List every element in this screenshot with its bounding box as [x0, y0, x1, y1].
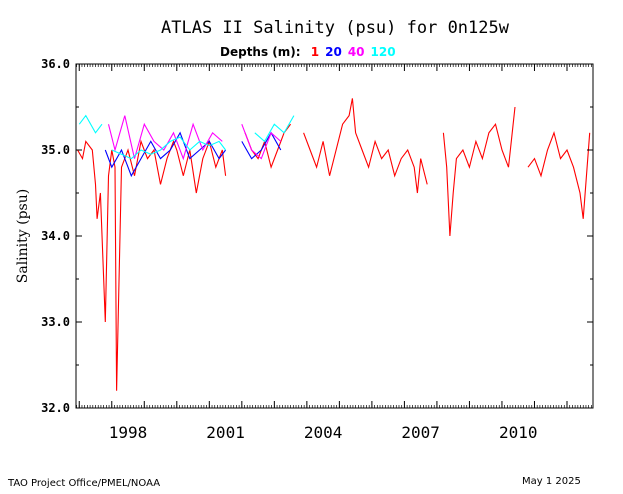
- plot-frame: [75, 63, 594, 409]
- footer-credit: TAO Project Office/PMEL/NOAA: [8, 478, 161, 489]
- y-tick-label: 34.0: [41, 229, 70, 243]
- chart-title: ATLAS II Salinity (psu) for 0n125w: [161, 18, 510, 38]
- legend-depth-1: 1: [311, 45, 319, 59]
- plot-area: [77, 98, 591, 391]
- depth-legend: Depths (m): 1 20 40 120: [220, 45, 396, 59]
- y-tick-label: 32.0: [41, 401, 70, 415]
- axes: 36.0 35.0 34.0 33.0 32.0 1998 2001 2004 2007 2010: [41, 57, 594, 442]
- x-tick-label: 1998: [109, 423, 148, 442]
- x-tick-label: 2004: [304, 423, 343, 442]
- x-tick-label: 2010: [499, 423, 538, 442]
- y-axis-label: Salinity (psu): [15, 189, 31, 283]
- y-tick-label: 33.0: [41, 315, 70, 329]
- y-tick-label: 35.0: [41, 143, 70, 157]
- x-tick-label: 2001: [206, 423, 245, 442]
- series-line-1: [77, 98, 591, 391]
- series-line-20: [104, 131, 282, 178]
- salinity-chart: ATLAS II Salinity (psu) for 0n125w Depth…: [15, 18, 594, 442]
- footer-date: May 1 2025: [522, 476, 581, 487]
- series-line-120: [78, 114, 295, 160]
- legend-depth-120: 120: [371, 45, 396, 59]
- legend-prefix: Depths (m):: [220, 45, 301, 59]
- series-line-40: [107, 115, 282, 161]
- legend-depth-40: 40: [348, 45, 365, 59]
- y-tick-label: 36.0: [41, 57, 70, 71]
- legend-depth-20: 20: [325, 45, 342, 59]
- x-tick-label: 2007: [401, 423, 440, 442]
